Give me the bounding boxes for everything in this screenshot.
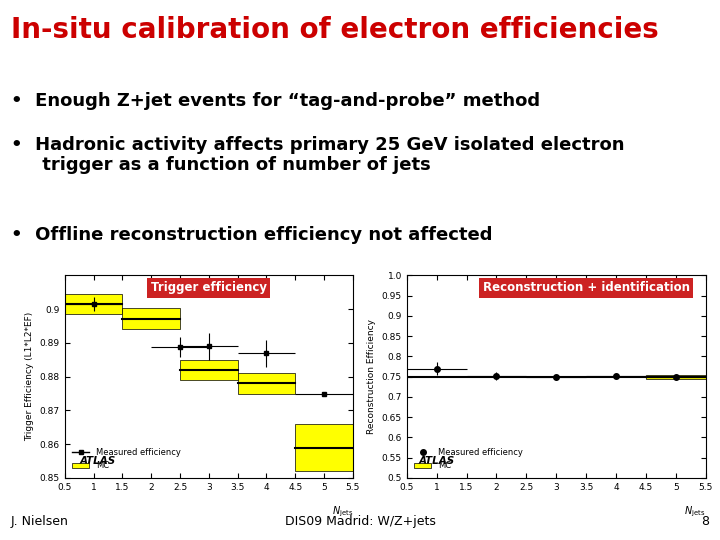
Text: $N_{\rm jets}$: $N_{\rm jets}$ (331, 504, 353, 518)
Bar (646, 375, 706, 379)
Text: $N_{\rm jets}$: $N_{\rm jets}$ (684, 504, 706, 518)
Bar (238, 373, 295, 394)
Text: J. Nielsen: J. Nielsen (11, 515, 68, 528)
Bar (295, 424, 353, 471)
Text: 8: 8 (701, 515, 709, 528)
Text: ATLAS: ATLAS (79, 456, 115, 465)
Y-axis label: Reconstruction Efficiency: Reconstruction Efficiency (367, 319, 377, 434)
Bar (180, 360, 238, 380)
Bar (122, 308, 180, 329)
Legend: Measured efficiency, MC: Measured efficiency, MC (411, 445, 526, 474)
Text: In-situ calibration of electron efficiencies: In-situ calibration of electron efficien… (11, 16, 659, 44)
Legend: Measured efficiency, MC: Measured efficiency, MC (69, 445, 184, 474)
Text: •  Hadronic activity affects primary 25 GeV isolated electron
     trigger as a : • Hadronic activity affects primary 25 G… (11, 136, 624, 174)
Text: Trigger efficiency: Trigger efficiency (150, 281, 267, 294)
Bar (65, 294, 122, 314)
Y-axis label: Trigger Efficiency (L1*L2*EF): Trigger Efficiency (L1*L2*EF) (25, 312, 35, 441)
Text: Reconstruction + identification: Reconstruction + identification (482, 281, 690, 294)
Text: •  Offline reconstruction efficiency not affected: • Offline reconstruction efficiency not … (11, 226, 492, 245)
Text: •  Enough Z+jet events for “tag-and-probe” method: • Enough Z+jet events for “tag-and-probe… (11, 92, 540, 110)
Text: DIS09 Madrid: W/Z+jets: DIS09 Madrid: W/Z+jets (284, 515, 436, 528)
Text: ATLAS: ATLAS (419, 456, 455, 465)
